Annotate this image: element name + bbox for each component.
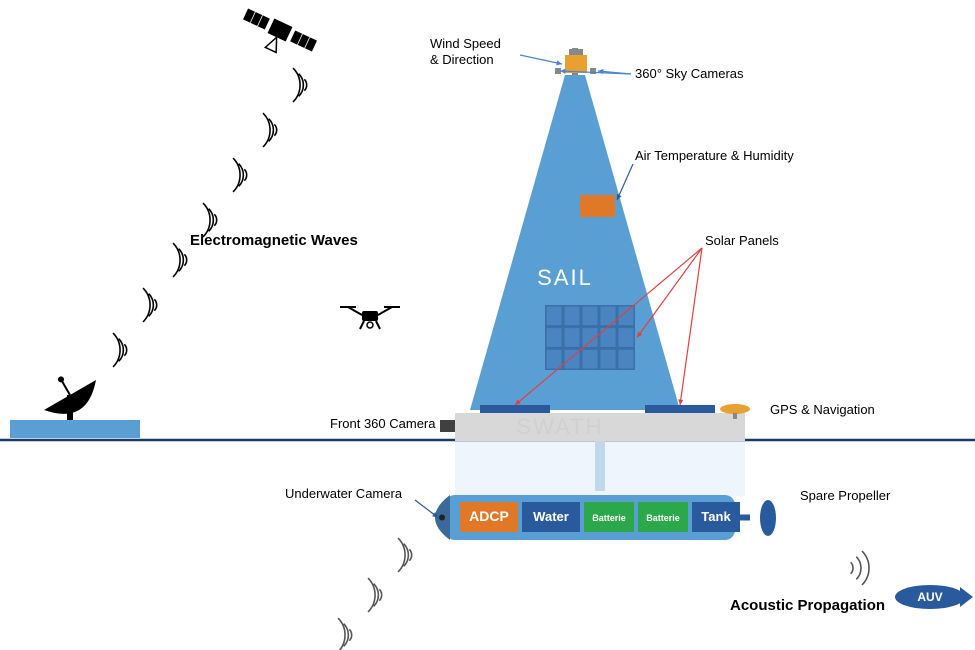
svg-text:Tank: Tank: [701, 509, 731, 524]
auv: AUV: [895, 585, 973, 609]
sky-cam-label: 360° Sky Cameras: [635, 66, 744, 81]
gps-label: GPS & Navigation: [770, 402, 875, 417]
propeller: [760, 500, 776, 536]
temp-sensor: [580, 195, 615, 217]
deck-panel-right: [645, 405, 715, 413]
wind-sensor: [565, 55, 587, 73]
svg-text:Water: Water: [533, 509, 569, 524]
front-camera: [440, 420, 455, 432]
svg-text:ADCP: ADCP: [469, 508, 509, 524]
drone-icon: [340, 307, 400, 329]
temp-label: Air Temperature & Humidity: [635, 148, 794, 163]
swath-label: SWATH: [517, 414, 604, 439]
wind-label: Wind Speed& Direction: [430, 36, 501, 67]
front-cam-label: Front 360 Camera: [330, 416, 436, 431]
sky-cam-right: [590, 68, 596, 74]
propeller-label: Spare Propeller: [800, 488, 891, 503]
svg-text:Batterie: Batterie: [646, 513, 680, 523]
deck-panel-left: [480, 405, 550, 413]
sail-label: SAIL: [537, 265, 593, 290]
solar-label: Solar Panels: [705, 233, 779, 248]
svg-text:AUV: AUV: [917, 590, 942, 604]
strut: [595, 441, 605, 491]
svg-text:Batterie: Batterie: [592, 513, 626, 523]
ground-station-base: [10, 420, 140, 438]
acoustic-label: Acoustic Propagation: [730, 597, 885, 614]
gps-antenna: [720, 404, 750, 414]
satellite-icon: [236, 7, 318, 66]
uw-cam-label: Underwater Camera: [285, 486, 403, 501]
em-waves-label: Electromagnetic Waves: [190, 232, 358, 249]
